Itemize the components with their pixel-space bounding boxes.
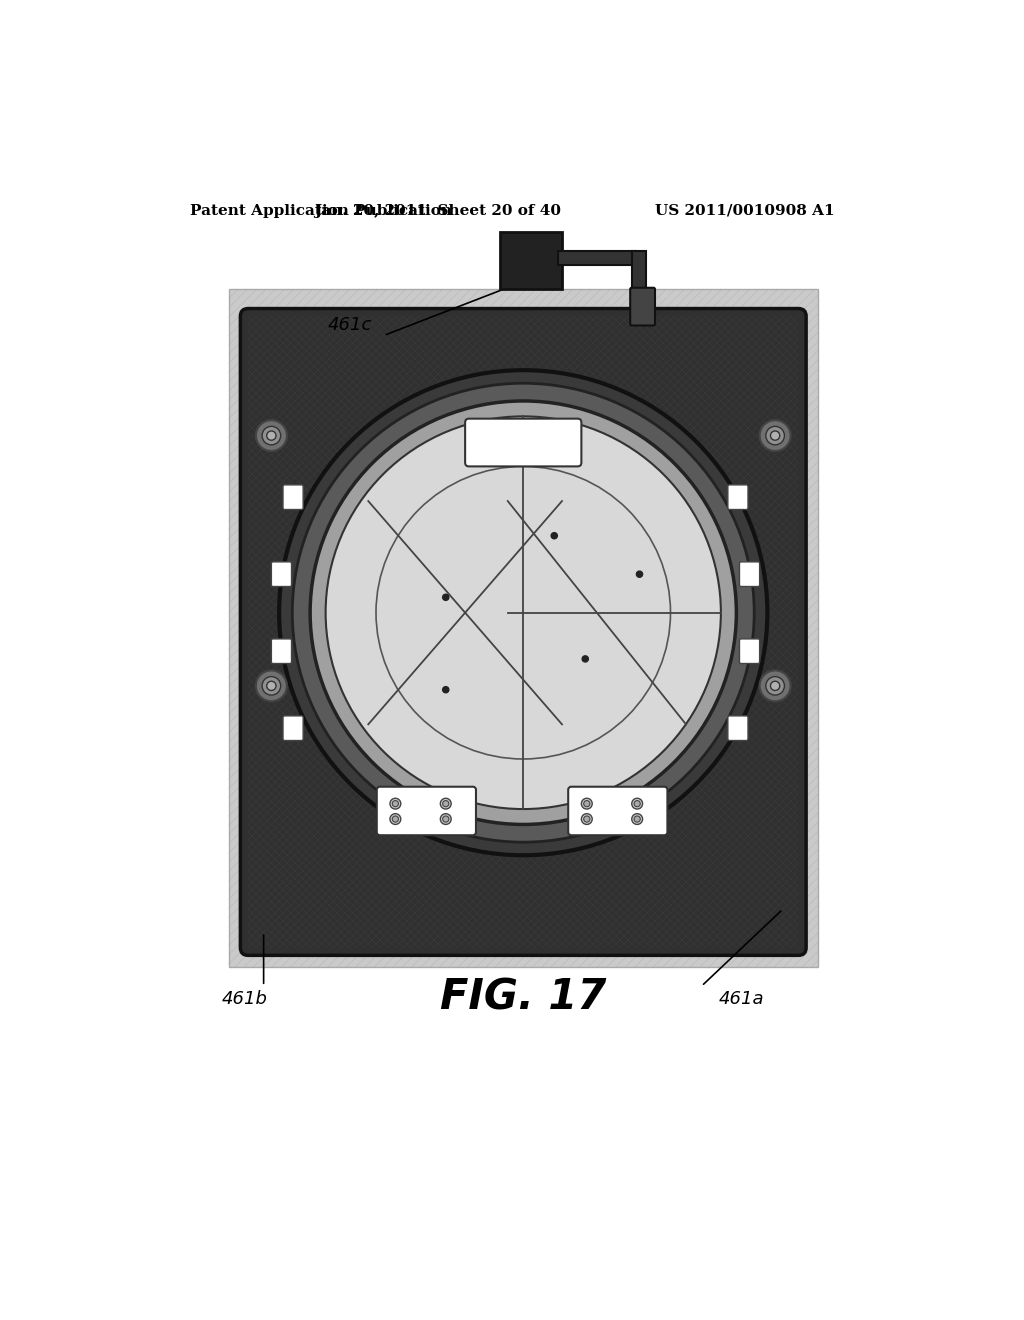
Text: 461a: 461a bbox=[719, 990, 764, 1008]
Circle shape bbox=[390, 799, 400, 809]
Circle shape bbox=[262, 426, 281, 445]
Bar bbox=[228, 289, 818, 968]
Bar bbox=[632, 251, 646, 289]
Circle shape bbox=[390, 813, 400, 825]
Circle shape bbox=[770, 681, 779, 690]
FancyBboxPatch shape bbox=[377, 787, 476, 836]
Circle shape bbox=[326, 416, 721, 809]
Text: US 2011/0010908 A1: US 2011/0010908 A1 bbox=[655, 203, 835, 218]
Text: 461c: 461c bbox=[328, 315, 372, 334]
Circle shape bbox=[636, 572, 643, 577]
FancyBboxPatch shape bbox=[271, 562, 292, 586]
Circle shape bbox=[766, 677, 784, 696]
FancyBboxPatch shape bbox=[283, 715, 303, 741]
Circle shape bbox=[266, 432, 276, 441]
Circle shape bbox=[442, 686, 449, 693]
Circle shape bbox=[760, 671, 791, 701]
Circle shape bbox=[770, 432, 779, 441]
FancyBboxPatch shape bbox=[283, 484, 303, 510]
Circle shape bbox=[583, 656, 589, 663]
Circle shape bbox=[442, 816, 449, 822]
Circle shape bbox=[280, 370, 767, 855]
Text: Patent Application Publication: Patent Application Publication bbox=[190, 203, 452, 218]
Circle shape bbox=[392, 816, 398, 822]
Circle shape bbox=[442, 800, 449, 807]
Circle shape bbox=[584, 800, 590, 807]
Circle shape bbox=[760, 420, 791, 451]
Circle shape bbox=[634, 816, 640, 822]
FancyBboxPatch shape bbox=[739, 639, 760, 664]
Circle shape bbox=[310, 401, 736, 825]
Circle shape bbox=[766, 426, 784, 445]
Circle shape bbox=[584, 816, 590, 822]
Circle shape bbox=[256, 420, 287, 451]
FancyBboxPatch shape bbox=[630, 288, 655, 326]
Circle shape bbox=[440, 813, 452, 825]
Bar bbox=[558, 251, 636, 264]
FancyBboxPatch shape bbox=[465, 418, 582, 466]
Circle shape bbox=[632, 813, 643, 825]
FancyBboxPatch shape bbox=[241, 309, 806, 956]
FancyBboxPatch shape bbox=[271, 639, 292, 664]
Text: 461b: 461b bbox=[221, 990, 267, 1008]
FancyBboxPatch shape bbox=[568, 787, 668, 836]
Circle shape bbox=[266, 681, 276, 690]
Circle shape bbox=[442, 594, 449, 601]
FancyBboxPatch shape bbox=[739, 562, 760, 586]
Text: FIG. 17: FIG. 17 bbox=[440, 977, 606, 1019]
Circle shape bbox=[440, 799, 452, 809]
Text: Jan. 20, 2011  Sheet 20 of 40: Jan. 20, 2011 Sheet 20 of 40 bbox=[314, 203, 561, 218]
FancyBboxPatch shape bbox=[728, 484, 748, 510]
Circle shape bbox=[392, 800, 398, 807]
FancyBboxPatch shape bbox=[500, 231, 562, 289]
Circle shape bbox=[256, 671, 287, 701]
Circle shape bbox=[582, 813, 592, 825]
Circle shape bbox=[632, 799, 643, 809]
Circle shape bbox=[634, 800, 640, 807]
Circle shape bbox=[262, 677, 281, 696]
Circle shape bbox=[582, 799, 592, 809]
Circle shape bbox=[292, 383, 755, 842]
Circle shape bbox=[551, 532, 557, 539]
FancyBboxPatch shape bbox=[728, 715, 748, 741]
